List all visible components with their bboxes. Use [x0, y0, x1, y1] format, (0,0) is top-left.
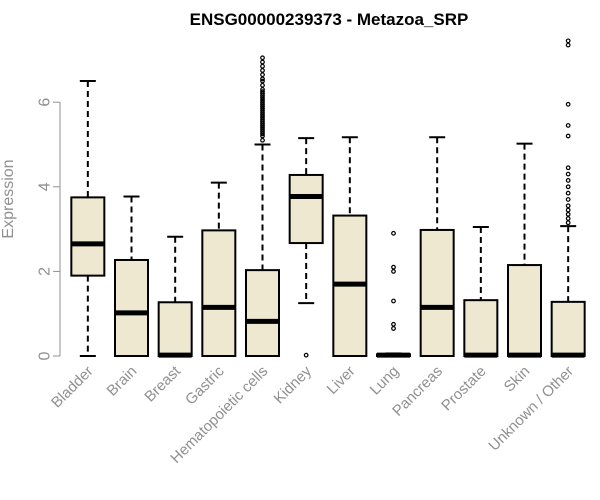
outlier-point [260, 91, 265, 97]
x-tick-label: Skin [501, 363, 534, 396]
outlier-point [565, 38, 571, 44]
outlier-point [260, 68, 265, 73]
iqr-box [419, 228, 455, 357]
outlier-point [565, 133, 571, 139]
iqr-box [70, 196, 106, 277]
outlier-point [565, 207, 571, 213]
outlier-point [260, 89, 265, 95]
outlier-point [565, 220, 571, 226]
outlier-point [260, 108, 265, 114]
y-axis-label: Expression [0, 159, 17, 238]
outlier-point [565, 190, 571, 196]
box-hematopoietic-cells [245, 55, 280, 358]
box-skin [507, 142, 542, 358]
outlier-point [260, 72, 265, 78]
outlier-point [260, 137, 265, 143]
outlier-point [391, 326, 396, 331]
outlier-point [260, 127, 265, 133]
outlier-point [391, 264, 396, 270]
outlier-point [565, 203, 571, 209]
outlier-point [565, 171, 571, 177]
outlier-point [260, 118, 265, 124]
outlier-point [260, 129, 265, 135]
outlier-point [260, 55, 265, 61]
x-tick-label: Kidney [271, 362, 316, 407]
outlier-point [391, 230, 396, 236]
box-kidney [288, 137, 324, 358]
x-tick-label: Prostate [438, 363, 490, 415]
outlier-point [391, 298, 396, 304]
outlier-point [260, 101, 265, 107]
outlier-point [260, 95, 265, 101]
outlier-point [260, 116, 265, 122]
outlier-point [260, 123, 265, 128]
outlier-point [260, 93, 265, 99]
outlier-point [391, 321, 396, 327]
y-axis: 0 2 4 6 [37, 98, 61, 360]
outlier-point [260, 120, 265, 126]
chart-title: ENSG00000239373 - Metazoa_SRP [190, 10, 469, 29]
iqr-box [245, 269, 280, 358]
iqr-box [201, 229, 237, 357]
outlier-point [260, 99, 265, 105]
outlier-point [565, 211, 571, 217]
iqr-box [507, 264, 542, 357]
box-lung [376, 230, 411, 358]
box-gastric [201, 181, 237, 357]
box-breast [157, 235, 193, 358]
outlier-point [260, 112, 265, 118]
outlier-point [565, 216, 571, 221]
outlier-point [260, 78, 265, 84]
x-tick-label: Lung [367, 363, 403, 399]
y-tick-label: 2 [37, 267, 54, 276]
outlier-point [260, 104, 265, 109]
x-tick-label: Brain [104, 363, 141, 400]
iqr-box [550, 300, 586, 357]
iqr-box [114, 258, 149, 358]
outlier-point [260, 125, 265, 130]
outlier-point [260, 82, 265, 88]
outlier-point [260, 87, 265, 92]
outlier-point [260, 76, 265, 82]
x-tick-label: Liver [324, 363, 359, 398]
outlier-point [565, 184, 571, 190]
iqr-box [463, 299, 499, 357]
outlier-point [565, 42, 571, 48]
outlier-point [565, 101, 571, 107]
box-liver [332, 136, 368, 357]
y-tick-label: 4 [37, 182, 54, 191]
outlier-point [260, 110, 265, 116]
outlier-point [260, 131, 265, 137]
box-unknown-other [550, 38, 586, 358]
outlier-point [260, 63, 265, 69]
outlier-point [260, 106, 265, 111]
outlier-point [565, 123, 571, 128]
outlier-point [303, 352, 309, 358]
outlier-point [391, 269, 396, 274]
box-brain [114, 195, 149, 358]
outlier-point [260, 133, 265, 139]
y-tick-label: 0 [37, 351, 54, 360]
outlier-point [260, 114, 265, 120]
x-tick-label: Bladder [48, 363, 97, 412]
x-tick-label: Breast [141, 362, 184, 405]
outlier-point [565, 197, 571, 202]
outlier-point [260, 97, 265, 103]
box-bladder [70, 80, 106, 357]
box-series [70, 38, 586, 358]
iqr-box [157, 301, 193, 357]
outlier-point [565, 165, 571, 171]
outlier-point [260, 59, 265, 65]
iqr-box [288, 173, 324, 245]
outlier-point [565, 178, 571, 183]
box-prostate [463, 225, 499, 358]
y-tick-label: 6 [37, 98, 54, 107]
box-pancreas [419, 136, 455, 357]
